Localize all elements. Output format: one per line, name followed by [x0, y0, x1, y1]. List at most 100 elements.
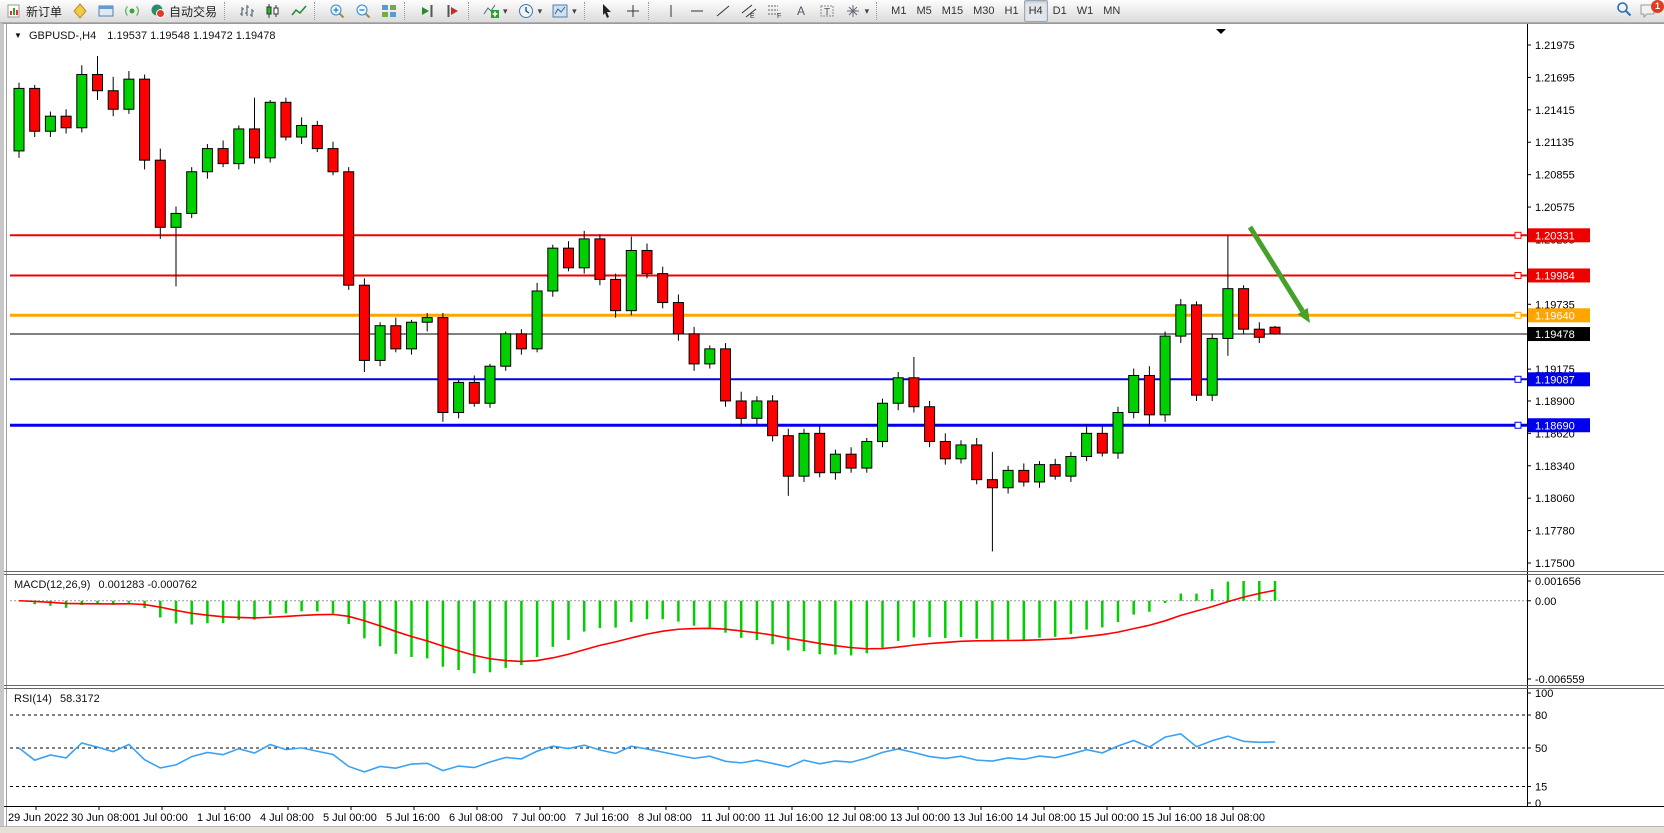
tile-windows-button[interactable]	[376, 0, 402, 22]
bar-chart-button[interactable]	[234, 0, 260, 22]
price-line-handle[interactable]	[1514, 375, 1522, 383]
signals-button[interactable]	[119, 0, 145, 22]
label-button[interactable]: T	[814, 0, 840, 22]
candle	[908, 377, 920, 408]
price-line-tag[interactable]	[1528, 308, 1590, 323]
toolbar-separator	[647, 2, 656, 20]
new-order-button[interactable]: 新订单	[2, 0, 67, 22]
candle	[327, 148, 339, 173]
rsi-tick-label: 15	[1535, 782, 1547, 794]
channel-button[interactable]: E	[736, 0, 762, 22]
candle	[468, 381, 480, 404]
rsi-value: 58.3172	[59, 693, 100, 705]
tf-m15-button[interactable]: M15	[937, 0, 968, 22]
button-label: MN	[1103, 5, 1121, 17]
tf-m30-button[interactable]: M30	[968, 0, 999, 22]
candle	[249, 128, 260, 159]
notifications-button[interactable]: 1	[1640, 0, 1664, 20]
template-icon	[552, 3, 568, 19]
zoom-in-icon	[329, 3, 345, 19]
button-label: M1	[891, 5, 907, 17]
candle	[688, 333, 700, 365]
hline-button[interactable]	[684, 0, 710, 22]
tf-m5-button[interactable]: M5	[911, 0, 936, 22]
chart-symbol-period: GBPUSD-,H4	[28, 30, 97, 42]
chart-window: ▼ GBPUSD-,H4 1.19537 1.19548 1.19472 1.1…	[0, 23, 1664, 828]
chart-canvas[interactable]: 1.21975 1.21695 1.21415 1.21135 1.20855 1.205…	[4, 24, 1664, 828]
time-tick-label: 29 Jun 2022	[8, 812, 69, 824]
candle	[1206, 337, 1218, 396]
terminal-icon	[98, 3, 114, 19]
arrows-icon	[845, 3, 861, 19]
price-tick-label: 1.17500	[1535, 558, 1575, 570]
search-icon[interactable]	[1616, 1, 1632, 22]
candle	[107, 90, 119, 110]
tf-m1-button[interactable]: M1	[886, 0, 911, 22]
tf-h1-button[interactable]: H1	[1000, 0, 1024, 22]
price-tick-label: 1.21975	[1535, 40, 1575, 52]
button-label: D1	[1052, 5, 1067, 17]
auto-trading-button[interactable]: 自动交易	[145, 0, 222, 22]
fibonacci-button[interactable]: F	[762, 0, 788, 22]
trend-arrow[interactable]	[1247, 225, 1305, 313]
scroll-marker-icon[interactable]	[1216, 29, 1226, 34]
tf-h4-button[interactable]: H4	[1023, 0, 1048, 22]
vline-button[interactable]	[658, 0, 684, 22]
price-line-handle[interactable]	[1514, 311, 1522, 319]
toolbar-separator	[468, 2, 476, 20]
time-tick-label: 15 Jul 00:00	[1079, 812, 1139, 824]
candle	[861, 440, 873, 469]
text-button[interactable]: A	[788, 0, 814, 22]
candle	[343, 171, 355, 286]
terminal-button[interactable]	[93, 0, 119, 22]
time-tick-label: 5 Jul 16:00	[386, 812, 440, 824]
price-line-tag[interactable]	[1528, 372, 1590, 387]
crosshair-button[interactable]	[620, 0, 646, 22]
notification-badge: 1	[1651, 0, 1664, 13]
cursor-button[interactable]	[594, 0, 620, 22]
chart-menu-icon[interactable]: ▼	[14, 31, 22, 40]
price-line-tag[interactable]	[1528, 268, 1590, 283]
time-tick-label: 4 Jul 08:00	[260, 812, 314, 824]
price-line-handle[interactable]	[1514, 231, 1522, 239]
quotes-button[interactable]	[67, 0, 93, 22]
chart-shift-button[interactable]	[440, 0, 466, 22]
time-tick-label: 14 Jul 08:00	[1016, 812, 1076, 824]
price-line-tag[interactable]	[1528, 228, 1590, 243]
tf-d1-button[interactable]: D1	[1048, 0, 1072, 22]
templates-button[interactable]: ▾	[547, 0, 582, 22]
price-line-handle[interactable]	[1514, 271, 1522, 279]
new-order-icon	[7, 3, 23, 19]
zoom-in-button[interactable]	[324, 0, 350, 22]
time-tick-label: 12 Jul 08:00	[827, 812, 887, 824]
channel-icon: E	[741, 3, 757, 19]
auto-scroll-button[interactable]	[414, 0, 440, 22]
rsi-line	[18, 733, 1276, 773]
price-line-tag[interactable]	[1528, 418, 1590, 433]
candle	[500, 333, 512, 367]
candlestick-button[interactable]	[260, 0, 286, 22]
price-line-tag-label: 1.19478	[1535, 329, 1575, 341]
tf-w1-button[interactable]: W1	[1072, 0, 1099, 22]
trendline-button[interactable]	[710, 0, 736, 22]
arrows-button[interactable]: ▾	[840, 0, 875, 22]
indicators-button[interactable]: ▾	[478, 0, 513, 22]
price-line-handle[interactable]	[1514, 421, 1522, 429]
tf-mn-button[interactable]: MN	[1098, 0, 1125, 22]
svg-text:E: E	[750, 13, 755, 19]
candle	[1143, 374, 1155, 416]
rsi-label: RSI(14) 58.3172	[14, 693, 100, 705]
price-line-tag[interactable]	[1528, 327, 1590, 342]
periods-button[interactable]: ▾	[513, 0, 548, 22]
macd-signal-line	[18, 589, 1276, 663]
svg-text:T: T	[824, 7, 830, 18]
price-tick-label: 1.18060	[1535, 493, 1575, 505]
macd-values: 0.001283 -0.000762	[98, 579, 197, 591]
time-tick-label: 11 Jul 00:00	[701, 812, 760, 824]
zoom-out-button[interactable]	[350, 0, 376, 22]
button-label: H1	[1004, 5, 1019, 17]
candle	[892, 377, 904, 404]
line-chart-button[interactable]	[286, 0, 312, 22]
candle	[280, 101, 292, 138]
button-label: 自动交易	[169, 4, 218, 19]
